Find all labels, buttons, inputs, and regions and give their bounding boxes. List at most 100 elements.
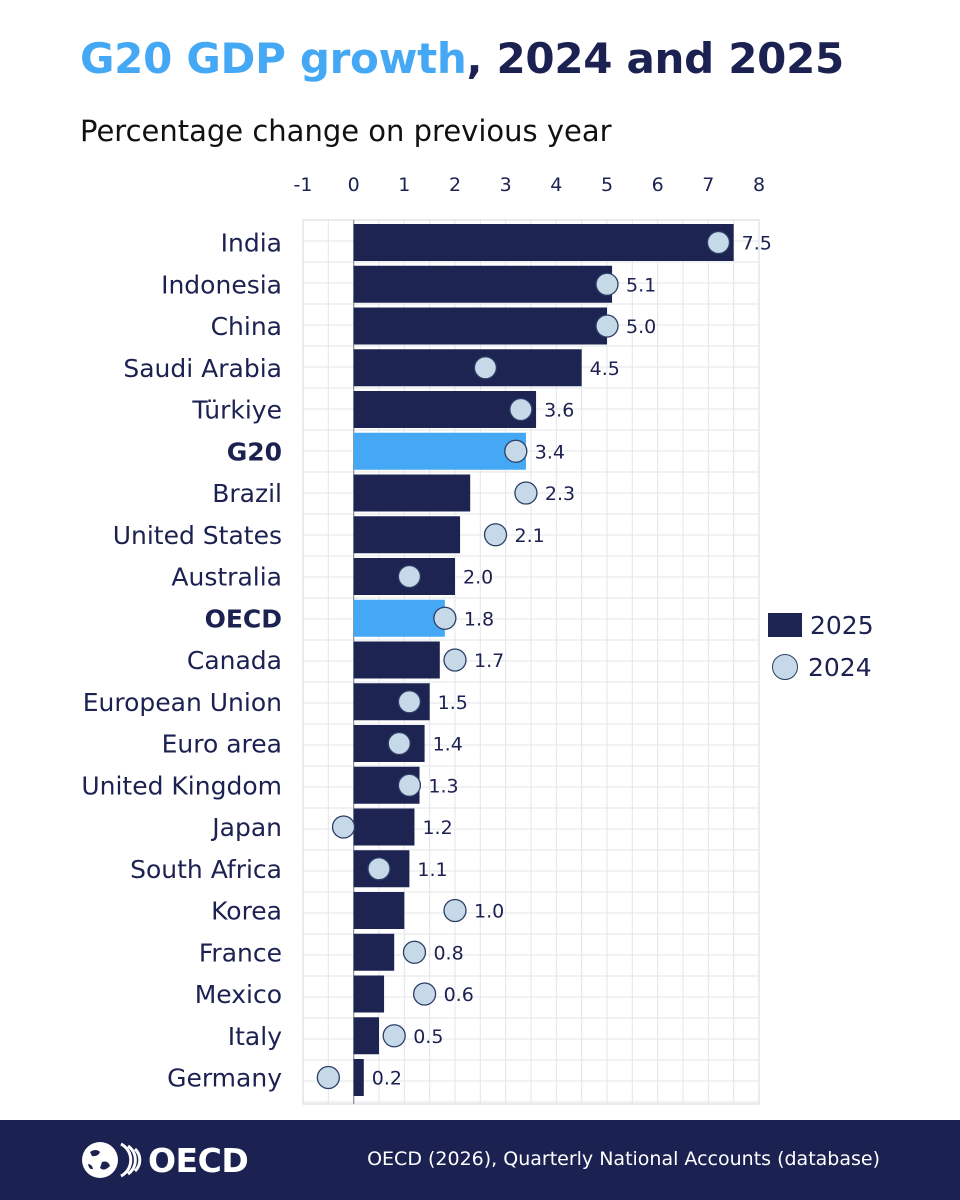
data-label: 1.7 xyxy=(474,650,504,672)
data-label: 1.4 xyxy=(433,734,463,756)
category-label: France xyxy=(199,938,282,967)
footer-bar: OECD OECD (2026), Quarterly National Acc… xyxy=(0,1120,960,1200)
legend-label-2024: 2024 xyxy=(808,652,872,682)
category-label: United States xyxy=(113,521,282,550)
dot-2024 xyxy=(706,230,731,255)
data-label: 4.5 xyxy=(590,358,620,380)
x-tick-label: 1 xyxy=(398,174,410,196)
bar-2025 xyxy=(353,599,445,637)
bar-2025 xyxy=(353,892,405,929)
bar-2025 xyxy=(353,933,395,971)
dot-2024 xyxy=(367,857,391,881)
bar-2025 xyxy=(353,808,415,846)
dot-2024 xyxy=(504,439,528,463)
dot-2024 xyxy=(514,481,538,505)
bar-2025 xyxy=(353,641,440,679)
dot-2024 xyxy=(443,648,467,672)
dot-2024 xyxy=(316,1065,340,1090)
chart-subtitle: Percentage change on previous year xyxy=(80,114,612,148)
oecd-logo[interactable]: OECD xyxy=(80,1140,249,1180)
dot-2024 xyxy=(397,690,422,714)
x-tick-label: 2 xyxy=(449,174,461,196)
category-label: Türkiye xyxy=(191,396,282,425)
category-label: Saudi Arabia xyxy=(123,354,282,383)
chart-title-rest: , 2024 and 2025 xyxy=(466,34,845,83)
x-tick-label: 4 xyxy=(550,174,562,196)
category-label: Japan xyxy=(210,813,282,842)
x-tick-label: 5 xyxy=(601,174,613,196)
category-label: Brazil xyxy=(212,479,282,508)
data-label: 5.0 xyxy=(626,316,656,338)
bar-2025 xyxy=(353,474,471,512)
x-tick-label: 3 xyxy=(500,174,512,196)
category-label: European Union xyxy=(83,688,282,717)
legend-label-2025: 2025 xyxy=(810,610,874,640)
data-label: 1.5 xyxy=(438,692,468,714)
dot-2024 xyxy=(387,731,411,756)
bar-2025 xyxy=(353,307,607,345)
category-label: Indonesia xyxy=(161,270,282,299)
category-label: United Kingdom xyxy=(81,771,282,800)
data-label: 2.3 xyxy=(545,483,575,505)
dot-2024 xyxy=(443,898,467,923)
dot-2024 xyxy=(331,815,356,839)
data-label: 0.6 xyxy=(444,984,474,1006)
dot-2024 xyxy=(483,523,508,547)
data-label: 1.0 xyxy=(474,901,504,923)
category-label: China xyxy=(211,312,282,341)
category-label: South Africa xyxy=(130,855,282,884)
data-label: 3.4 xyxy=(535,441,565,463)
chart-title-highlight: G20 GDP growth xyxy=(80,34,467,83)
category-label: Italy xyxy=(228,1022,282,1051)
bar-2025 xyxy=(353,432,526,470)
data-label: 1.1 xyxy=(417,859,447,881)
dot-2024 xyxy=(473,356,498,380)
logo-wordmark: OECD xyxy=(148,1140,249,1180)
data-label: 1.2 xyxy=(422,817,452,839)
x-tick-label: 7 xyxy=(702,174,714,196)
bar-2025 xyxy=(353,224,734,261)
bar-2025 xyxy=(353,975,385,1013)
category-label: Canada xyxy=(187,646,282,675)
dot-2024 xyxy=(509,397,533,422)
data-label: 0.5 xyxy=(413,1026,443,1048)
dot-2024 xyxy=(595,272,619,296)
legend-dot-swatch xyxy=(772,654,798,680)
dot-2024 xyxy=(382,1024,406,1048)
legend-item-2025: 2025 xyxy=(768,604,874,646)
globe-icon xyxy=(82,1142,142,1178)
bar-2025 xyxy=(353,1017,379,1055)
category-label: Germany xyxy=(167,1064,282,1093)
x-tick-label: 8 xyxy=(753,174,765,196)
legend-bar-swatch xyxy=(768,613,802,637)
data-label: 3.6 xyxy=(544,400,574,422)
bar-2025 xyxy=(353,391,537,428)
dot-2024 xyxy=(595,314,619,338)
data-label: 2.0 xyxy=(463,567,493,589)
data-label: 5.1 xyxy=(626,274,656,296)
category-label: Mexico xyxy=(195,980,282,1009)
bar-chart: -1 0 1 2 3 4 5 6 7 8 India 7.5 Indonesia 5.1 China 5.0 S… xyxy=(81,174,772,1105)
chart-title: G20 GDP growth, 2024 and 2025 xyxy=(80,34,844,83)
x-tick-label: -1 xyxy=(294,174,313,196)
legend-item-2024: 2024 xyxy=(768,646,874,688)
data-label: 1.3 xyxy=(428,775,458,797)
bar-2025 xyxy=(353,516,461,554)
category-label: Korea xyxy=(211,897,282,926)
dot-2024 xyxy=(402,940,427,964)
dot-2024 xyxy=(433,606,457,630)
category-label: G20 xyxy=(227,437,282,466)
data-label: 0.8 xyxy=(433,942,463,964)
bar-2025 xyxy=(353,1059,364,1096)
x-tick-label: 0 xyxy=(348,174,360,196)
bar-2025 xyxy=(353,349,582,387)
dot-2024 xyxy=(397,564,422,589)
dot-2024 xyxy=(397,773,422,797)
data-label: 0.2 xyxy=(372,1068,402,1090)
data-label: 1.8 xyxy=(464,608,494,630)
bar-2025 xyxy=(353,265,613,303)
x-tick-label: 6 xyxy=(652,174,664,196)
data-label: 7.5 xyxy=(742,233,772,255)
dot-2024 xyxy=(412,982,437,1006)
category-label: India xyxy=(221,229,282,258)
